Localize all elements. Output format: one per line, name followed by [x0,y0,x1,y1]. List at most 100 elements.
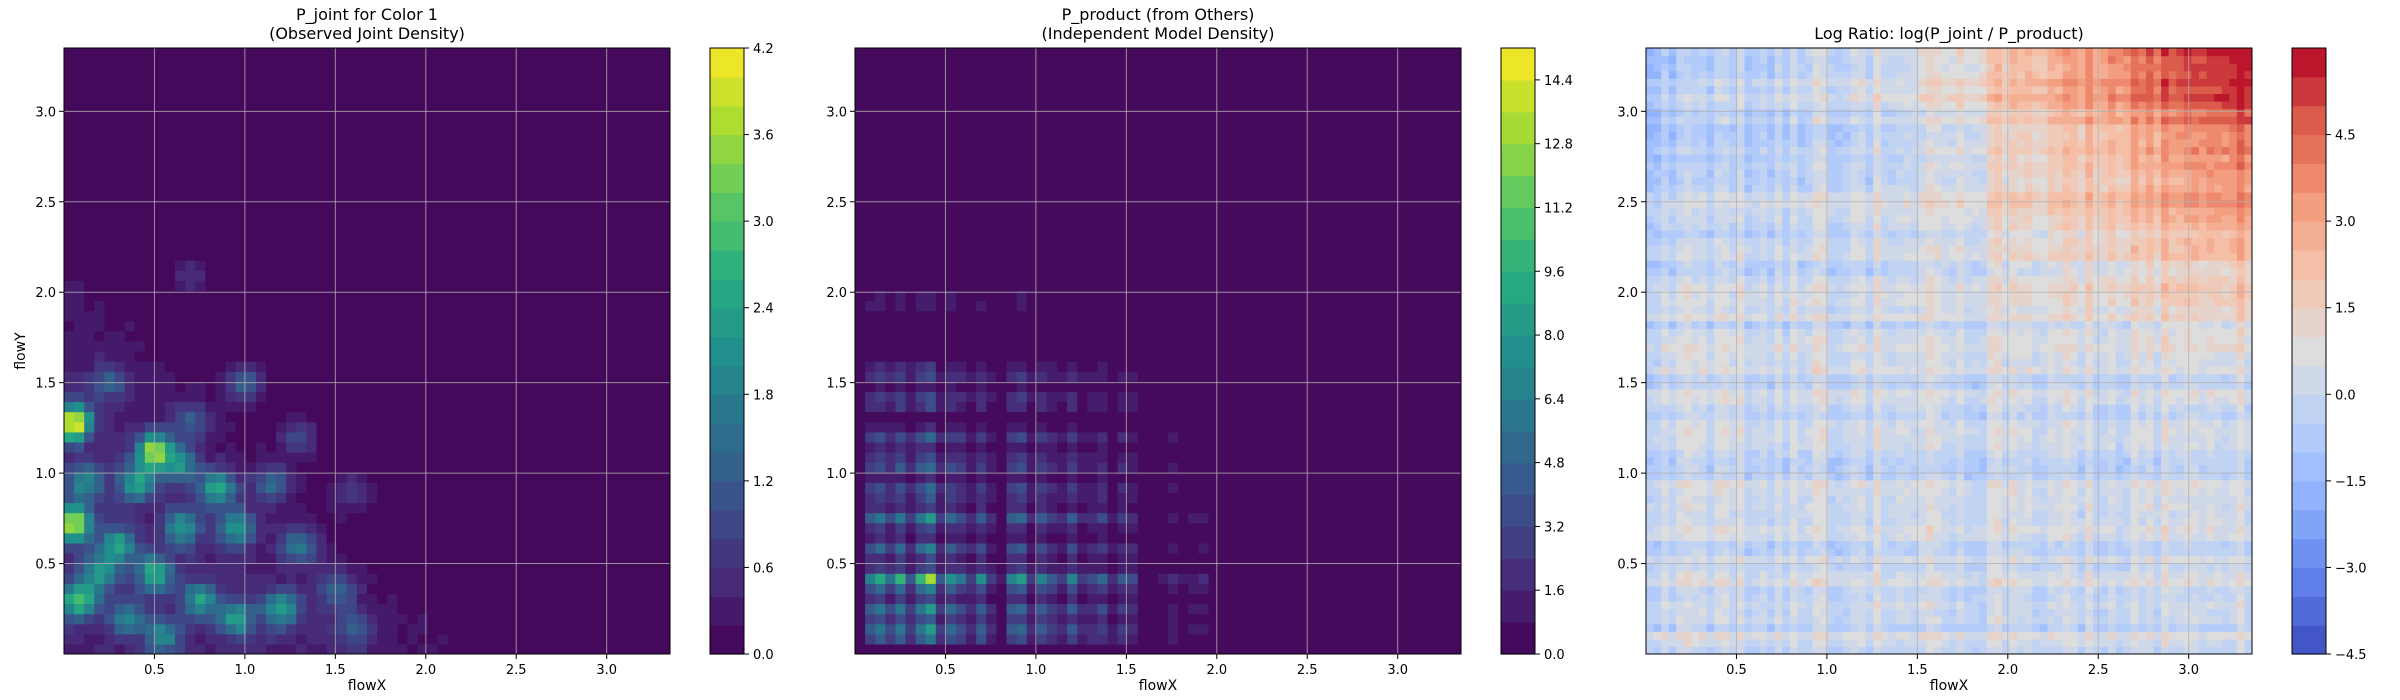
colorbar-level [710,365,744,395]
density-cell [1067,159,1078,170]
density-cell [538,502,550,514]
density-cell [74,219,85,231]
density-cell [865,58,876,69]
density-cell [74,452,85,463]
density-cell [316,492,328,504]
density-cell [996,179,1008,190]
density-cell [649,593,661,605]
density-cell [407,149,419,160]
colorbar-level [710,134,744,165]
density-cell [74,149,85,160]
density-cell [558,128,570,140]
density-cell [437,482,449,493]
density-cell [609,583,621,594]
density-cell [165,452,176,463]
density-cell [306,239,318,251]
density-cell [1016,138,1028,150]
density-cell [215,472,227,483]
density-cell [945,340,957,352]
density-cell [518,280,530,291]
density-cell [1026,401,1038,413]
density-cell [956,613,967,625]
density-cell [1057,68,1068,79]
density-cell [478,502,489,514]
density-cell [447,492,459,504]
density-cell [619,361,631,372]
density-cell [276,250,287,261]
density-cell [619,149,631,160]
density-cell [659,492,670,504]
density-cell [74,159,85,170]
density-cell [417,643,429,654]
density-cell [185,250,196,261]
density-cell [915,300,927,312]
density-cell [64,351,75,362]
density-cell [865,239,876,251]
density-cell [225,573,237,584]
density-cell [905,88,917,100]
density-cell [1057,502,1068,514]
density-cell [144,502,156,514]
density-cell [165,189,176,201]
density-cell [407,633,419,645]
density-cell [165,270,176,281]
density-cell [885,441,896,453]
density-cell [885,351,896,362]
density-cell [165,553,176,564]
density-cell [976,219,987,231]
density-cell [134,290,146,302]
density-cell [175,351,186,362]
density-cell [437,593,449,605]
density-cell [1036,118,1048,130]
density-cell [356,411,368,423]
density-cell [538,78,550,89]
density-cell [935,472,947,483]
density-cell [346,320,358,332]
density-cell [1026,219,1038,231]
density-cell [225,149,237,160]
density-cell [336,58,348,69]
density-cell [457,219,469,231]
density-cell [1036,159,1048,170]
density-cell [518,310,530,322]
density-cell [1006,522,1018,534]
density-cell [266,441,277,453]
density-cell [205,88,217,100]
density-cell [427,98,439,110]
density-cell [124,280,136,291]
density-cell [134,239,146,251]
density-cell [875,643,886,654]
density-cell [407,492,419,504]
density-cell [397,78,408,89]
density-cell [1057,512,1068,524]
density-cell [175,462,186,473]
density-cell [195,431,206,443]
density-cell [945,58,957,69]
density-cell [639,482,651,493]
density-cell [387,502,398,514]
density-cell [488,522,499,534]
density-cell [649,563,661,574]
density-cell [1006,149,1018,160]
density-cell [548,88,560,100]
density-cell [569,199,580,211]
density-cell [336,98,348,110]
density-cell [865,573,876,584]
density-cell [649,381,661,392]
density-cell [437,280,449,291]
density-cell [306,401,318,413]
density-cell [966,472,977,483]
density-cell [276,593,287,605]
density-cell [915,351,927,362]
density-cell [905,310,917,322]
density-cell [326,633,338,645]
density-cell [447,118,459,130]
density-cell [407,320,419,332]
density-cell [316,290,328,302]
density-cell [397,593,408,605]
density-cell [205,371,217,382]
density-cell [1057,250,1068,261]
density-cell [1006,300,1018,312]
density-cell [427,209,439,221]
density-cell [976,401,987,413]
